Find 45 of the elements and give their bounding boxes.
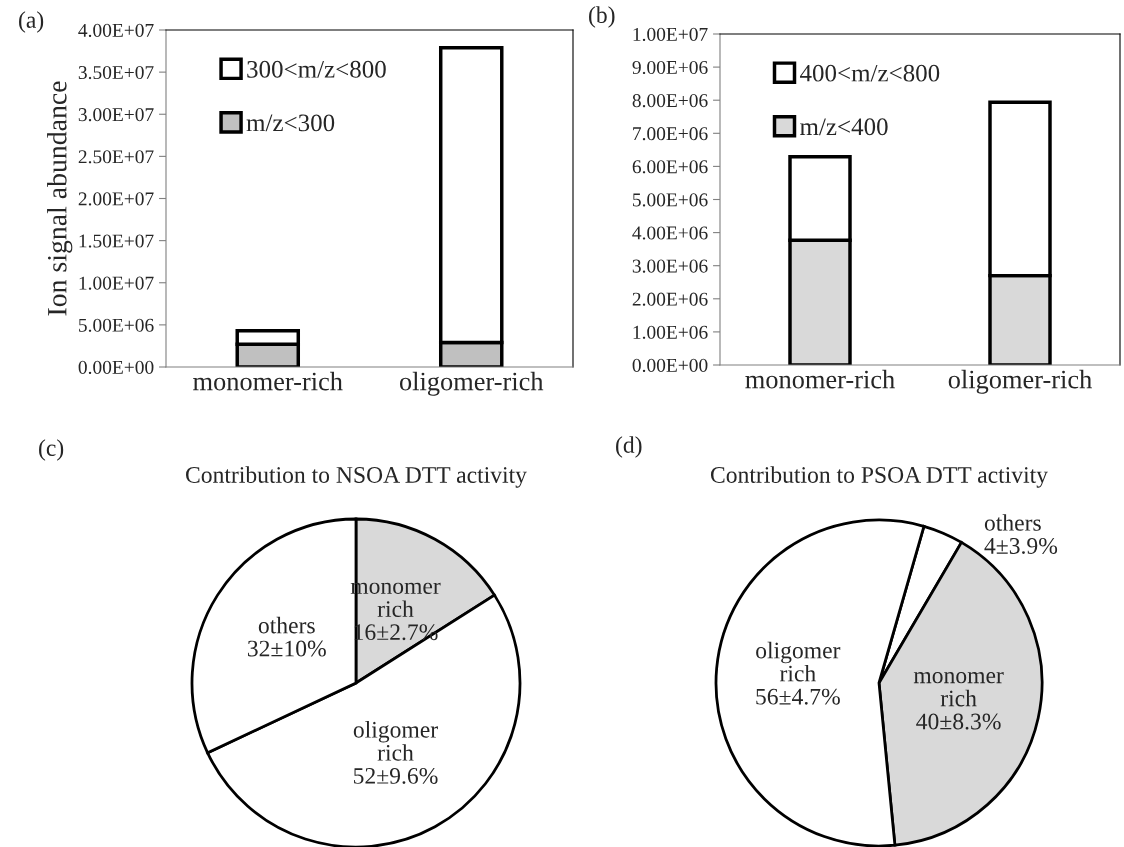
data-label: 32±10% bbox=[247, 640, 326, 657]
y-tick-label: 5.00E+06 bbox=[633, 193, 708, 207]
y-tick-label: 4.00E+07 bbox=[78, 23, 154, 38]
y-tick-label: 1.00E+07 bbox=[79, 276, 154, 290]
x-tick-label: oligomer-rich bbox=[399, 371, 544, 396]
slice-label: oligomer rich bbox=[353, 721, 438, 761]
data-label: 56±4.7% bbox=[756, 688, 840, 705]
y-tick-label: 5.00E+06 bbox=[79, 318, 154, 332]
y-tick-label: 8.00E+06 bbox=[632, 94, 708, 108]
text: (d) bbox=[616, 436, 642, 458]
data-label: 4±3.9% bbox=[984, 537, 1058, 554]
y-tick-label: 2.00E+07 bbox=[78, 192, 154, 206]
y-tick-label: 2.50E+07 bbox=[78, 150, 154, 164]
y-tick-label: 0.00E+00 bbox=[78, 360, 154, 375]
y-tick-label: 6.00E+06 bbox=[632, 160, 708, 174]
y-tick-label: 4.00E+06 bbox=[632, 226, 708, 240]
legend-label: 300<m/z<800 bbox=[247, 60, 386, 78]
y-tick-label: 1.00E+07 bbox=[633, 27, 708, 42]
y-tick-label: 1.50E+07 bbox=[79, 234, 154, 248]
x-tick-label: monomer-rich bbox=[193, 371, 343, 391]
y-tick-label: 2.00E+06 bbox=[632, 292, 708, 306]
slice-label: monomer rich bbox=[913, 672, 1004, 707]
data-label: 52±9.6% bbox=[354, 767, 438, 784]
y-tick-label: 0.00E+00 bbox=[632, 358, 708, 373]
y-tick-label: 1.00E+06 bbox=[633, 325, 708, 339]
y-axis-title: Ion signal abundance bbox=[47, 81, 73, 316]
slice-label: others bbox=[258, 616, 315, 634]
text: (a) bbox=[19, 11, 44, 33]
legend-label: m/z<400 bbox=[800, 118, 888, 136]
y-tick-label: 3.00E+06 bbox=[632, 259, 708, 273]
chart-title: Contribution to PSOA DTT activity bbox=[710, 466, 1048, 488]
chart-title: Contribution to NSOA DTT activity bbox=[186, 466, 527, 488]
legend-label: m/z<300 bbox=[246, 114, 335, 132]
y-tick-label: 3.00E+07 bbox=[78, 108, 154, 122]
x-tick-label: monomer-rich bbox=[745, 369, 895, 389]
y-tick-label: 3.50E+07 bbox=[78, 65, 154, 80]
data-label: 40±8.3% bbox=[916, 713, 1001, 730]
text: (b) bbox=[589, 6, 615, 28]
y-tick-label: 9.00E+06 bbox=[632, 60, 708, 75]
text: (c) bbox=[39, 439, 64, 461]
y-tick-label: 7.00E+06 bbox=[633, 127, 708, 141]
legend-label: 400<m/z<800 bbox=[799, 64, 940, 82]
slice-label: others bbox=[984, 514, 1041, 531]
x-tick-label: oligomer-rich bbox=[948, 369, 1092, 394]
slice-label: oligomer rich bbox=[756, 641, 841, 682]
